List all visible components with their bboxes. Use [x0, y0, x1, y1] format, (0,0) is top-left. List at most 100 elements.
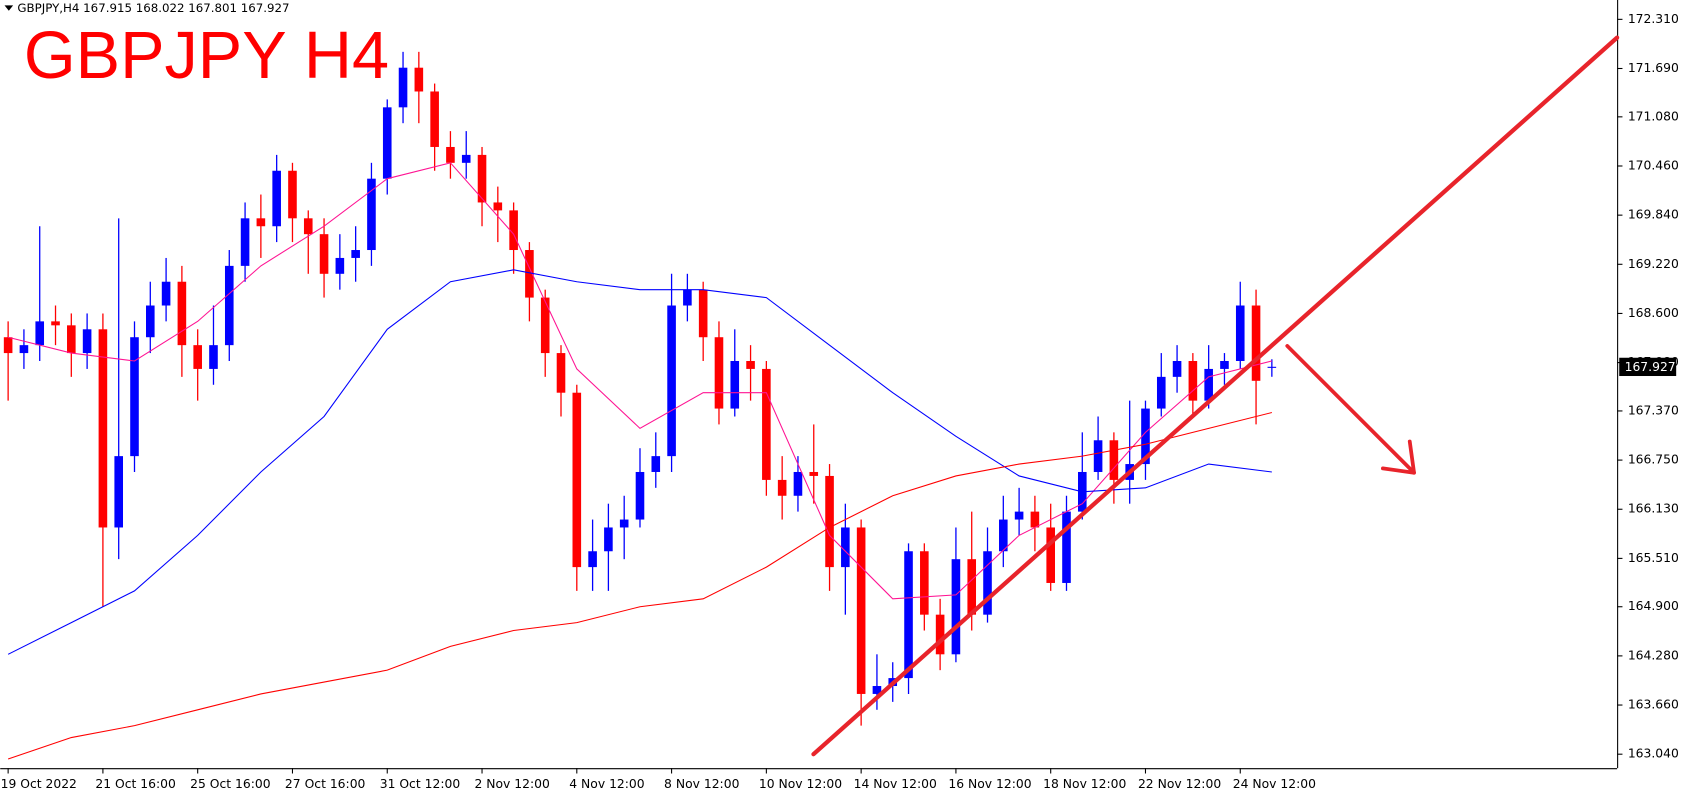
candle-body: [1235, 305, 1245, 362]
x-tick-label: 18 Nov 12:00: [1043, 777, 1126, 791]
candle-body: [398, 67, 408, 108]
candle-body: [430, 91, 439, 147]
candle-body: [51, 321, 60, 326]
x-tick-label: 21 Oct 16:00: [95, 777, 176, 791]
x-tick-label: 24 Nov 12:00: [1233, 777, 1316, 791]
y-tick-label: 165.510: [1628, 551, 1679, 565]
candle-body: [809, 471, 819, 476]
y-tick-label: 164.280: [1628, 648, 1679, 662]
header: GBPJPY,H4 167.915 168.022 167.801 167.92…: [17, 1, 289, 15]
x-tick-label: 16 Nov 12:00: [948, 777, 1031, 791]
candle-body: [114, 456, 124, 528]
candle-body: [904, 551, 913, 679]
candle-body: [303, 218, 313, 235]
x-tick-label: 19 Oct 2022: [1, 777, 77, 791]
candle-body: [1188, 361, 1198, 401]
moving-average: [7, 269, 1272, 655]
candle-body: [714, 337, 724, 409]
x-tick-label: 31 Oct 12:00: [380, 777, 461, 791]
candle-body: [951, 559, 961, 655]
candle-body: [509, 210, 518, 251]
candle-body: [556, 353, 566, 393]
y-tick-label: 171.080: [1628, 109, 1679, 123]
candle-body: [414, 67, 424, 92]
candle-body: [98, 329, 108, 528]
candle-body: [319, 234, 329, 274]
x-tick-label: 14 Nov 12:00: [854, 777, 937, 791]
candle-body: [272, 170, 281, 227]
candle-body: [1141, 408, 1150, 465]
candle-body: [161, 281, 171, 306]
current-price: 167.927: [1625, 360, 1676, 374]
candle-body: [209, 345, 218, 369]
candle-body: [82, 329, 92, 354]
candle-body: [746, 361, 755, 369]
menu-triangle: [4, 5, 14, 11]
candle-body: [525, 250, 534, 298]
candle-body: [3, 337, 13, 354]
candle-body: [635, 471, 645, 520]
arrow-shaft: [1285, 344, 1416, 475]
candle-body: [1014, 511, 1024, 520]
candle-body: [856, 527, 866, 694]
candle-body: [130, 337, 139, 457]
candle-body: [288, 170, 297, 219]
candle-body: [825, 475, 834, 568]
y-tick-label: 164.900: [1628, 599, 1679, 613]
candle-body: [224, 265, 234, 346]
y-tick-label: 169.840: [1628, 208, 1679, 222]
candle-body: [698, 289, 708, 338]
candle-body: [935, 614, 945, 655]
candle-body: [177, 281, 187, 346]
candle-body: [1251, 305, 1261, 381]
x-tick-label: 25 Oct 16:00: [190, 777, 271, 791]
x-tick-label: 4 Nov 12:00: [569, 777, 645, 791]
candle-body: [1220, 361, 1229, 369]
candle-body: [1172, 361, 1182, 377]
candle-body: [872, 686, 882, 694]
trend-line: [811, 35, 1620, 757]
candle-body: [1062, 511, 1071, 583]
candle-body: [604, 527, 613, 552]
chart-title: GBPJPY H4: [24, 19, 389, 93]
y-tick-label: 168.600: [1628, 306, 1679, 320]
candle-body: [777, 479, 787, 496]
candle-body: [446, 146, 455, 163]
candle-body: [1267, 366, 1277, 368]
candle-body: [1109, 440, 1119, 480]
y-tick-label: 172.310: [1628, 12, 1679, 26]
candle-body: [920, 551, 929, 615]
candle-body: [967, 559, 977, 615]
y-tick-label: 163.040: [1628, 747, 1679, 761]
candle-body: [683, 289, 692, 306]
candle-body: [667, 305, 676, 457]
candle-body: [588, 551, 597, 568]
candle-body: [367, 178, 376, 251]
candle-body: [477, 154, 487, 203]
y-tick-label: 166.130: [1628, 502, 1679, 516]
x-tick-label: 27 Oct 16:00: [285, 777, 366, 791]
candle-body: [1093, 440, 1103, 472]
candle-body: [1156, 376, 1166, 409]
candle-body: [145, 305, 155, 338]
candle-body: [35, 321, 45, 346]
y-tick-label: 166.750: [1628, 453, 1679, 467]
candle-body: [19, 345, 29, 354]
candle-body: [335, 257, 345, 274]
candle-body: [651, 456, 661, 472]
candle-body: [382, 107, 392, 179]
candle-body: [793, 471, 803, 496]
x-tick-label: 2 Nov 12:00: [475, 777, 551, 791]
candle-body: [540, 297, 550, 354]
candle-body: [762, 368, 771, 480]
candle-body: [1030, 511, 1040, 528]
candle-body: [461, 154, 471, 163]
candle-body: [67, 325, 76, 354]
candle-body: [240, 218, 250, 266]
y-tick-label: 167.370: [1628, 403, 1679, 417]
candle-body: [193, 345, 202, 369]
candle-body: [999, 519, 1008, 552]
candle-body: [572, 392, 582, 568]
